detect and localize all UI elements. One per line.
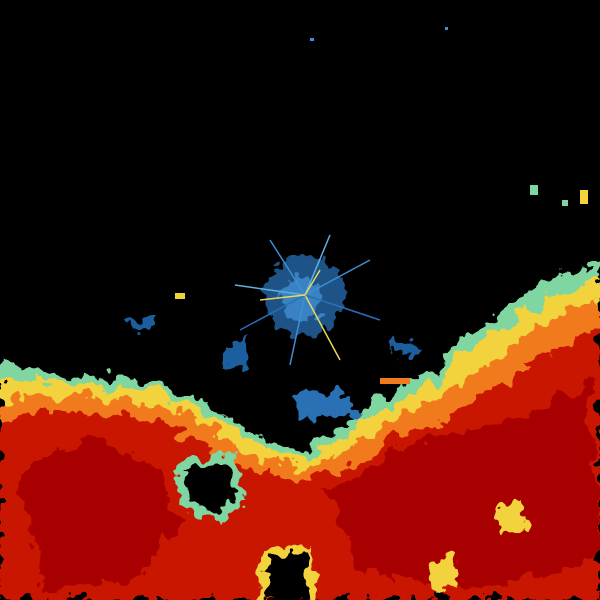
spike — [269, 239, 306, 296]
precipitation-field — [0, 262, 600, 600]
echo-holes — [175, 452, 526, 600]
ground-clutter — [278, 278, 322, 322]
echo-pixel — [310, 38, 314, 41]
isolated-echoes — [175, 27, 588, 384]
spike — [259, 294, 306, 301]
spike — [239, 294, 306, 331]
spike — [289, 294, 306, 366]
spike — [304, 294, 381, 321]
echo-core — [20, 380, 600, 590]
spike — [304, 234, 331, 296]
scatter-echo — [130, 318, 155, 330]
echo-pixel — [380, 378, 410, 384]
scatter-echo — [225, 340, 250, 372]
gap — [266, 553, 310, 600]
spike — [234, 284, 306, 296]
gap — [185, 462, 236, 516]
scatter-echo — [290, 390, 360, 420]
spike — [304, 294, 341, 361]
gap — [428, 555, 458, 590]
gap — [496, 500, 526, 534]
echo-pixel — [445, 27, 448, 30]
echo-pixel — [530, 185, 538, 195]
echo-pixel — [580, 190, 588, 204]
spike — [304, 269, 321, 296]
echo-pixel — [175, 293, 185, 299]
radial-spikes — [234, 234, 381, 366]
spike — [304, 259, 371, 296]
scatter-echo — [390, 340, 418, 356]
echo-pixel — [562, 200, 568, 206]
